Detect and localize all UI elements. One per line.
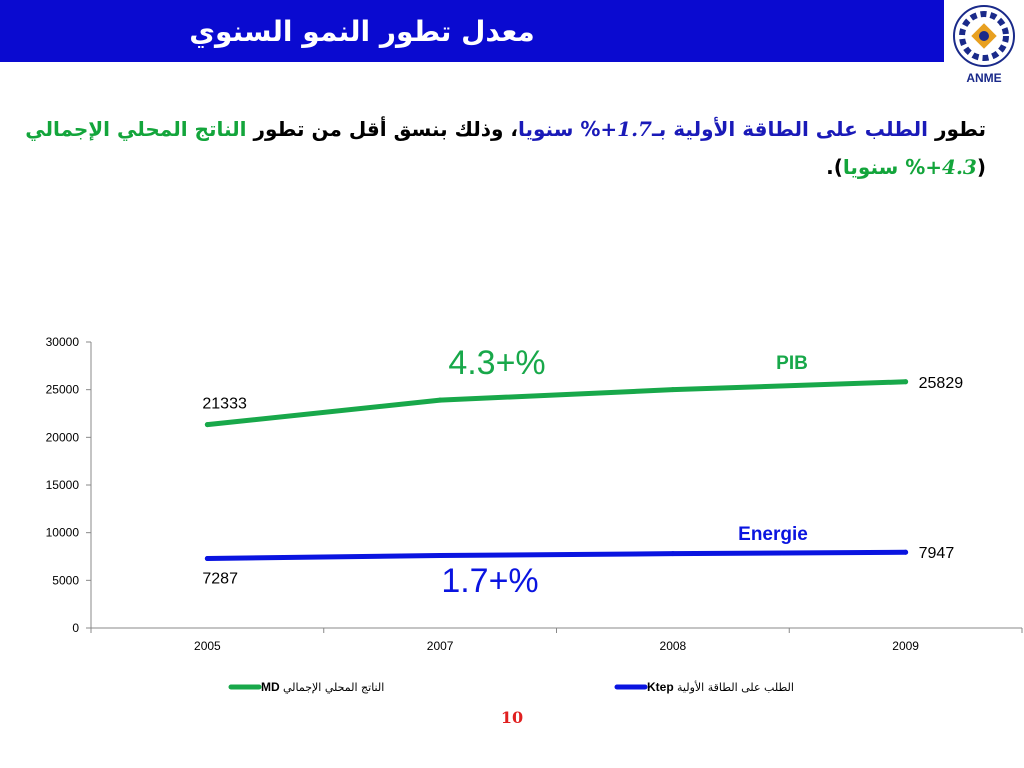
- series-1-point: [903, 379, 909, 385]
- logo-text: ANME: [966, 71, 1001, 85]
- anme-logo-icon: ANME: [953, 5, 1015, 85]
- x-tick-label: 2008: [660, 639, 687, 653]
- series-line-1: [204, 379, 909, 428]
- desc-gdp-rate: +4.3: [925, 155, 977, 179]
- series-2-point: [204, 556, 210, 562]
- desc-energy-rate: +1.7: [600, 117, 652, 141]
- legend-unit-1: MD: [261, 680, 283, 694]
- x-tick-label: 2007: [427, 639, 454, 653]
- x-tick-label: 2005: [194, 639, 221, 653]
- growth-line-chart: 0 5000 10000 15000 20000 25000 30000 2005 2007 20…: [0, 320, 1024, 700]
- desc-part-5: ، وذلك بنسق أقل من تطور: [246, 117, 518, 141]
- series-2-point: [437, 553, 443, 559]
- y-tick-label: 20000: [46, 430, 80, 444]
- data-label-gdp-start: 21333: [202, 396, 247, 413]
- y-tick-label: 0: [72, 621, 79, 635]
- y-tick-label: 5000: [52, 573, 79, 587]
- chart-svg: 0 5000 10000 15000 20000 25000 30000 2005 2007 20…: [46, 335, 1023, 694]
- title-bar: معدل تطور النمو السنوي: [0, 0, 944, 62]
- series-1-point: [437, 397, 443, 403]
- data-label-gdp-end: 25829: [919, 375, 964, 392]
- series-line-2: [204, 549, 909, 562]
- gdp-series-tag: PIB: [776, 353, 808, 374]
- desc-energy-unit: % سنويا: [518, 117, 601, 141]
- legend-text-2: الطلب على الطاقة الأولية: [677, 680, 794, 694]
- desc-part-1: تطور: [927, 117, 986, 141]
- desc-gdp-unit: % سنويا: [842, 155, 926, 179]
- gdp-rate-annotation: 4.3+%: [448, 344, 545, 382]
- series-1-point: [204, 422, 210, 428]
- anme-logo: ANME: [944, 0, 1024, 90]
- y-tick-label: 25000: [46, 383, 80, 397]
- desc-paren-open: (: [976, 155, 986, 179]
- legend-label-2: Ktep الطلب على الطاقة الأولية: [647, 680, 794, 694]
- y-tick-label: 15000: [46, 478, 80, 492]
- legend-unit-2: Ktep: [647, 680, 677, 694]
- series-1-point: [670, 387, 676, 393]
- series-2-point: [903, 549, 909, 555]
- page-number: 10: [500, 708, 524, 727]
- series-2-point: [670, 551, 676, 557]
- legend-label-1: MD الناتج المحلي الإجمالي: [261, 680, 384, 694]
- y-tick-label: 30000: [46, 335, 80, 349]
- y-tick-label: 10000: [46, 526, 80, 540]
- energy-series-tag: Energie: [738, 524, 808, 545]
- legend-text-1: الناتج المحلي الإجمالي: [283, 681, 384, 694]
- data-label-energy-end: 7947: [919, 545, 955, 562]
- data-label-energy-start: 7287: [202, 571, 238, 588]
- desc-gdp-phrase: الناتج المحلي الإجمالي: [25, 117, 247, 141]
- desc-paren-close: ).: [826, 155, 843, 179]
- x-tick-label: 2009: [892, 639, 919, 653]
- energy-rate-annotation: 1.7+%: [441, 562, 538, 600]
- desc-energy-phrase: الطلب على الطاقة الأولية بـ: [651, 117, 928, 141]
- description-text: تطور الطلب على الطاقة الأولية بـ+1.7% سن…: [24, 110, 986, 186]
- page-title: معدل تطور النمو السنوي: [189, 14, 535, 48]
